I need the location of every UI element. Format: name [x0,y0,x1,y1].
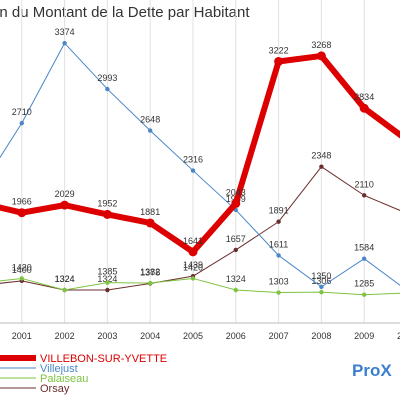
data-label-2004: 1881 [140,207,160,217]
data-label-2001: 2710 [12,107,32,117]
data-label-2003: 2993 [97,73,117,83]
data-point-2003 [105,280,110,285]
series-layer: 1400132413241378143916571891234821101914… [0,27,400,297]
data-point-2002 [62,40,67,46]
data-point-2009 [359,103,369,113]
x-tick-label-2002: 2002 [55,331,75,341]
data-point-2005 [190,168,196,173]
grid-layer [21,0,365,323]
legend-label-4: Orsay [40,383,70,395]
data-label-2005: 1641 [183,236,203,246]
x-tick-label-2010: 2010 [397,331,400,341]
data-label-2007: 1303 [269,277,289,287]
data-label-2009: 2834 [354,92,374,102]
data-label-2006: 1657 [226,234,246,244]
data-point-2009 [362,256,367,261]
data-point-2001 [19,120,24,126]
data-point-2001 [19,276,24,281]
series-villejust: 27103374299326482316198916111350158413 [0,27,400,290]
data-label-2006: 1324 [226,274,246,284]
data-label-2004: 1382 [140,267,160,277]
data-point-2002 [60,200,70,210]
data-point-2004 [145,218,155,228]
data-label-2003: 1324 [97,274,117,284]
series-orsay: 14001324132413781439165718912348211019 [0,151,400,293]
data-label-2004: 1378 [140,268,160,278]
data-point-2004 [148,280,153,286]
data-label-2007: 1891 [269,206,289,216]
logo-text: ProX [352,361,392,380]
data-label-2009: 2110 [355,179,374,189]
data-label-2005: 2316 [183,155,203,165]
data-label-2009: 1285 [354,279,374,289]
data-label-2008: 3268 [311,40,331,50]
legend-label-3: Palaiseau [40,373,88,385]
data-label-2002: 1324 [55,274,75,284]
data-label-2001: 1400 [12,265,32,275]
legend-label-1: VILLEBON-SUR-YVETTE [40,353,167,365]
data-label-2001: 1420 [12,262,32,272]
data-label-2008: 1350 [311,271,331,281]
data-point-2003 [105,86,110,92]
data-point-2001 [17,208,27,218]
data-point-2008 [319,289,324,295]
data-label-2002: 1324 [55,274,75,284]
data-point-2007 [274,56,284,66]
x-tick-label-2003: 2003 [97,331,117,341]
data-label-2008: 1306 [311,276,331,286]
data-point-2008 [316,51,326,61]
x-tick-label-2008: 2008 [311,331,331,341]
data-label-2007: 1611 [269,239,288,249]
data-label-2009: 1584 [354,243,374,253]
data-point-2009 [362,292,367,297]
x-tick-label-2001: 2001 [12,331,32,341]
data-point-2008 [319,164,324,169]
data-point-2005 [188,247,198,257]
data-label-2002: 3374 [55,27,75,37]
data-point-2003 [102,209,112,219]
x-tick-label-2009: 2009 [354,331,374,341]
data-point-2003 [105,287,110,293]
data-point-2007 [276,219,281,224]
data-point-2008 [319,284,324,290]
data-label-2003: 1385 [97,267,117,277]
data-point-2004 [148,128,153,133]
x-tick-label-2005: 2005 [183,331,203,341]
data-point-2005 [190,276,196,281]
chart-title: Évolution du Montant de la Dette par Hab… [0,4,250,21]
data-point-2006 [233,247,238,253]
legend-label-2: Villejust [40,363,78,375]
data-point-2002 [62,287,67,293]
data-label-2003: 1952 [97,198,117,208]
series-villebon-sur-yvette: 19662029195218811641204332223268283425 [0,40,400,257]
data-label-2002: 2029 [55,189,75,199]
x-tick-label-2006: 2006 [226,331,246,341]
data-label-2005: 1439 [183,260,203,270]
legend: VILLEBON-SUR-YVETTEVillejustPalaiseauOrs… [0,353,167,395]
x-axis: 2000200120022003200420052006200720082009… [0,322,400,341]
data-label-2001: 1966 [12,197,32,207]
data-label-2004: 2648 [140,115,160,125]
logo: ProX [352,361,392,380]
data-label-2007: 3222 [269,45,289,55]
data-point-2007 [276,290,281,295]
x-tick-label-2004: 2004 [140,331,160,341]
data-point-2009 [362,193,367,198]
x-tick-label-2007: 2007 [269,331,289,341]
data-point-2006 [233,287,238,293]
data-label-2005: 1420 [183,262,203,272]
data-point-2007 [276,253,281,258]
data-label-2006: 2043 [226,187,246,197]
data-label-2008: 2348 [311,151,331,161]
data-point-2006 [231,198,241,208]
